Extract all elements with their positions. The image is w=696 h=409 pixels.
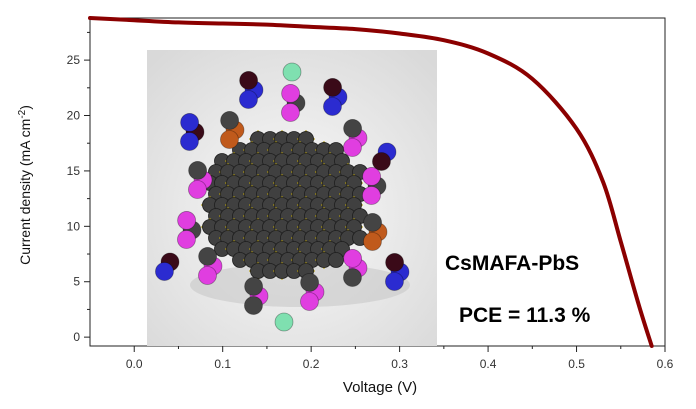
x-axis-label: Voltage (V) bbox=[343, 379, 417, 396]
ligand-atom bbox=[281, 84, 301, 103]
x-tick-label: 0.1 bbox=[214, 357, 231, 371]
ligand-atom bbox=[198, 266, 217, 285]
ligand-atom bbox=[188, 161, 208, 180]
x-tick-label: 0.2 bbox=[303, 357, 320, 371]
ligand-atom bbox=[177, 230, 196, 249]
pce-label: PCE = 11.3 % bbox=[459, 304, 591, 327]
ligand-atom bbox=[362, 186, 381, 205]
ligand-atom bbox=[220, 111, 240, 130]
ligand-atom bbox=[220, 130, 239, 149]
y-tick-label: 10 bbox=[67, 219, 81, 233]
x-tick-label: 0.4 bbox=[480, 357, 497, 371]
ligand-atom bbox=[188, 180, 207, 199]
axes: 0.0 0.1 0.2 0.3 0.4 0.5 0.6 0 5 10 15 20 25 bbox=[67, 31, 674, 371]
ligand-atom bbox=[300, 292, 319, 311]
ligand-atom bbox=[385, 272, 404, 291]
y-tick-label: 5 bbox=[73, 275, 80, 289]
y-axis-label: Current density (mA cm-2) bbox=[17, 105, 33, 265]
y-tick-label: 25 bbox=[67, 53, 81, 67]
x-tick-label: 0.3 bbox=[391, 357, 408, 371]
ligand-atom bbox=[274, 312, 294, 332]
ligand-atom bbox=[385, 253, 405, 272]
x-tick-label: 0.5 bbox=[568, 357, 585, 371]
ligand-atom bbox=[363, 213, 383, 232]
y-tick-label: 0 bbox=[73, 330, 80, 344]
ligand-atom bbox=[343, 138, 362, 157]
ligand-atom bbox=[239, 71, 259, 90]
ligand-atom bbox=[323, 97, 342, 116]
sample-label: CsMAFA-PbS bbox=[445, 252, 579, 275]
ligand-atom bbox=[300, 273, 320, 292]
lead-atom bbox=[328, 252, 344, 268]
ligand-atom bbox=[343, 249, 363, 268]
ligand-atom bbox=[281, 103, 300, 122]
ligand-atom bbox=[363, 232, 382, 251]
ligand-atom bbox=[282, 62, 302, 82]
ligand-atom bbox=[198, 247, 218, 266]
ligand-atom bbox=[155, 262, 174, 281]
ligand-atom bbox=[372, 152, 391, 171]
ligand-atom bbox=[180, 113, 200, 132]
series-group bbox=[88, 16, 654, 348]
ligand-atom bbox=[244, 277, 264, 296]
ligand-atom bbox=[244, 296, 263, 315]
x-tick-label: 0.6 bbox=[657, 357, 674, 371]
y-tick-label: 15 bbox=[67, 164, 81, 178]
series-line bbox=[88, 16, 654, 348]
ligand-atom bbox=[323, 78, 343, 97]
nanocrystal-illustration-icon bbox=[147, 50, 437, 346]
y-tick-label: 20 bbox=[67, 109, 81, 123]
ligand-atom bbox=[177, 211, 197, 230]
x-tick-label: 0.0 bbox=[126, 357, 143, 371]
ligand-atom bbox=[343, 268, 362, 287]
ligand-atom bbox=[343, 119, 363, 138]
ligand-atom bbox=[180, 132, 199, 151]
ligand-atom bbox=[362, 167, 382, 186]
ligand-atom bbox=[239, 90, 258, 109]
